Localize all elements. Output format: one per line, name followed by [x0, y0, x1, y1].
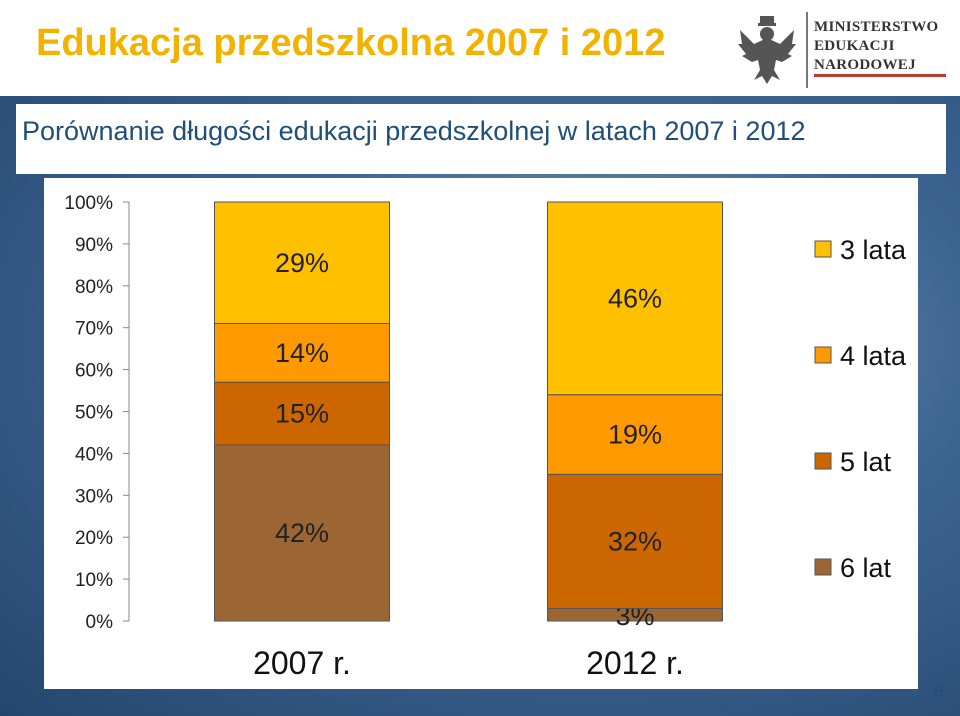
logo-accent-bar: [814, 74, 946, 77]
bar-segment: [214, 323, 390, 383]
eagle-emblem-icon: [738, 16, 796, 84]
legend-swatch: [814, 452, 832, 470]
y-tick-label: 30%: [75, 486, 113, 507]
legend-label: 5 lat: [840, 447, 892, 477]
y-tick-label: 50%: [75, 403, 113, 424]
bar-segment: [214, 201, 390, 325]
y-tick-label: 0%: [86, 612, 114, 633]
data-label: 29%: [275, 248, 329, 278]
slide-header: Edukacja przedszkolna 2007 i 2012 MINIST…: [0, 0, 960, 96]
y-tick-label: 80%: [75, 277, 113, 298]
y-tick-label: 70%: [75, 319, 113, 340]
page-number: 5: [934, 682, 944, 701]
y-tick-label: 60%: [75, 361, 113, 382]
x-category-label: 2012 r.: [586, 645, 684, 681]
bar-segment: [214, 381, 390, 446]
ministry-logo: MINISTERSTWO EDUKACJI NARODOWEJ: [736, 10, 954, 90]
legend-swatch: [814, 240, 832, 258]
data-label: 19%: [608, 420, 662, 450]
data-label: 15%: [275, 399, 329, 429]
logo-separator: [806, 12, 808, 88]
stacked-bar-chart: 0% 10% 20% 30% 40% 50% 60% 70% 80% 90% 100% 42% 15% 1…: [64, 193, 907, 681]
legend-label: 4 lata: [840, 341, 907, 371]
subtitle-panel: [16, 104, 946, 174]
y-tick-label: 10%: [75, 570, 113, 591]
y-tick-label: 90%: [75, 235, 113, 256]
data-label: 32%: [608, 526, 662, 556]
data-label: 46%: [608, 283, 662, 313]
logo-line-1: MINISTERSTWO: [814, 19, 939, 35]
y-tick-label: 20%: [75, 528, 113, 549]
data-label: 42%: [275, 518, 329, 548]
logo-text: MINISTERSTWO EDUKACJI NARODOWEJ: [814, 18, 938, 75]
legend-swatch: [814, 558, 832, 576]
slide-subtitle: Porównanie długości edukacji przedszkoln…: [22, 116, 806, 146]
legend-label: 3 lata: [840, 235, 907, 265]
slide-title: Edukacja przedszkolna 2007 i 2012: [36, 22, 666, 64]
logo-line-3: NARODOWEJ: [814, 57, 916, 73]
data-label: 14%: [275, 338, 329, 368]
x-category-label: 2007 r.: [253, 645, 351, 681]
legend-label: 6 lat: [840, 553, 892, 583]
logo-line-2: EDUKACJI: [814, 38, 895, 54]
legend-swatch: [814, 346, 832, 364]
y-tick-label: 100%: [64, 193, 113, 214]
bar-segment: [547, 394, 723, 475]
chart-panel: 0% 10% 20% 30% 40% 50% 60% 70% 80% 90% 100% 42% 15% 1…: [44, 178, 918, 689]
bar-segment: [547, 201, 723, 396]
y-tick-label: 40%: [75, 444, 113, 465]
bar-segment: [214, 444, 390, 622]
